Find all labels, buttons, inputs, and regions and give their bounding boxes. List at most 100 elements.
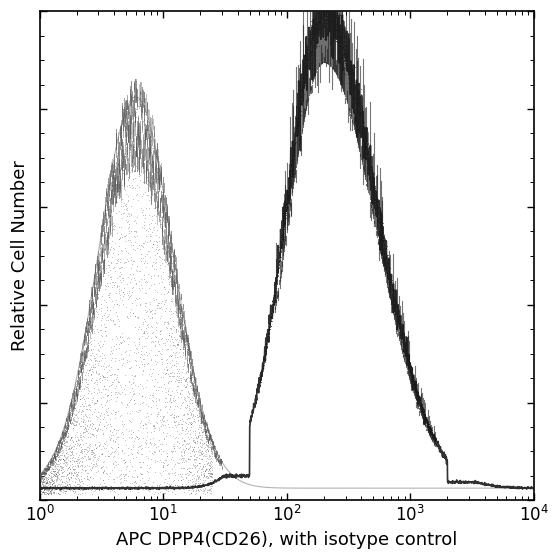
Point: [389, 291, 398, 300]
Point: [416, 398, 424, 407]
Point: [310, 7, 319, 16]
Point: [383, 262, 392, 271]
Point: [64, 421, 73, 430]
Point: [273, 267, 282, 276]
Point: [167, 334, 176, 343]
Point: [175, 324, 184, 333]
Point: [384, 260, 393, 269]
Point: [258, 363, 267, 372]
Point: [142, 179, 151, 188]
Point: [265, 312, 274, 321]
Point: [44, 486, 53, 494]
Point: [60, 487, 69, 496]
Point: [300, 69, 309, 78]
Point: [133, 151, 142, 160]
Point: [270, 289, 279, 298]
Point: [263, 336, 272, 345]
Point: [375, 202, 384, 211]
Point: [422, 413, 431, 422]
Point: [314, 18, 323, 27]
Point: [191, 439, 200, 448]
Point: [131, 280, 140, 289]
Point: [68, 433, 77, 442]
Point: [397, 328, 406, 337]
Point: [373, 208, 382, 217]
Point: [381, 253, 390, 262]
Point: [88, 312, 97, 321]
Point: [271, 287, 280, 296]
Point: [208, 464, 217, 473]
Point: [271, 281, 280, 290]
Point: [300, 59, 309, 68]
Point: [324, 20, 333, 29]
Point: [101, 255, 110, 264]
Point: [263, 338, 272, 347]
Point: [337, 41, 346, 50]
Point: [401, 344, 410, 353]
Point: [156, 330, 165, 339]
Point: [96, 463, 105, 472]
Point: [405, 363, 414, 372]
Point: [381, 248, 390, 257]
Point: [374, 209, 382, 218]
Point: [391, 301, 400, 310]
Point: [385, 264, 394, 273]
Point: [387, 274, 396, 283]
Point: [88, 430, 97, 439]
Point: [374, 204, 383, 213]
Point: [307, 38, 316, 47]
Point: [145, 195, 154, 204]
Point: [320, 7, 329, 16]
Point: [87, 450, 96, 459]
Point: [264, 325, 273, 334]
Point: [202, 472, 211, 480]
Point: [199, 414, 208, 423]
Point: [414, 393, 423, 402]
Point: [321, 7, 330, 16]
Point: [195, 478, 204, 487]
Point: [76, 440, 85, 449]
Point: [50, 468, 59, 477]
Point: [275, 252, 284, 261]
Point: [388, 283, 396, 292]
Point: [129, 273, 138, 282]
Point: [298, 82, 307, 91]
Point: [85, 401, 94, 410]
Point: [178, 484, 187, 493]
Point: [347, 76, 356, 85]
Point: [395, 315, 404, 324]
Point: [427, 430, 436, 438]
Point: [188, 480, 197, 489]
Point: [183, 380, 192, 389]
Point: [103, 451, 112, 460]
Point: [79, 406, 88, 415]
Point: [361, 138, 370, 147]
Point: [60, 452, 69, 461]
Point: [160, 379, 169, 388]
Point: [123, 191, 132, 200]
Point: [107, 434, 116, 443]
Point: [358, 116, 367, 125]
Point: [347, 63, 356, 72]
Point: [54, 444, 63, 453]
Point: [183, 341, 192, 350]
Point: [335, 13, 344, 22]
Point: [313, 27, 322, 36]
Point: [140, 237, 149, 246]
Point: [388, 284, 397, 293]
Point: [178, 451, 186, 460]
Point: [74, 485, 83, 494]
Point: [329, 13, 338, 22]
Point: [303, 66, 312, 74]
Point: [47, 473, 56, 482]
Point: [88, 365, 97, 374]
Point: [200, 418, 209, 427]
Point: [334, 39, 343, 48]
Point: [338, 45, 347, 54]
Point: [77, 377, 86, 386]
Point: [282, 198, 291, 207]
Point: [90, 309, 99, 318]
Point: [62, 449, 71, 458]
Point: [334, 19, 343, 28]
Point: [408, 371, 417, 380]
